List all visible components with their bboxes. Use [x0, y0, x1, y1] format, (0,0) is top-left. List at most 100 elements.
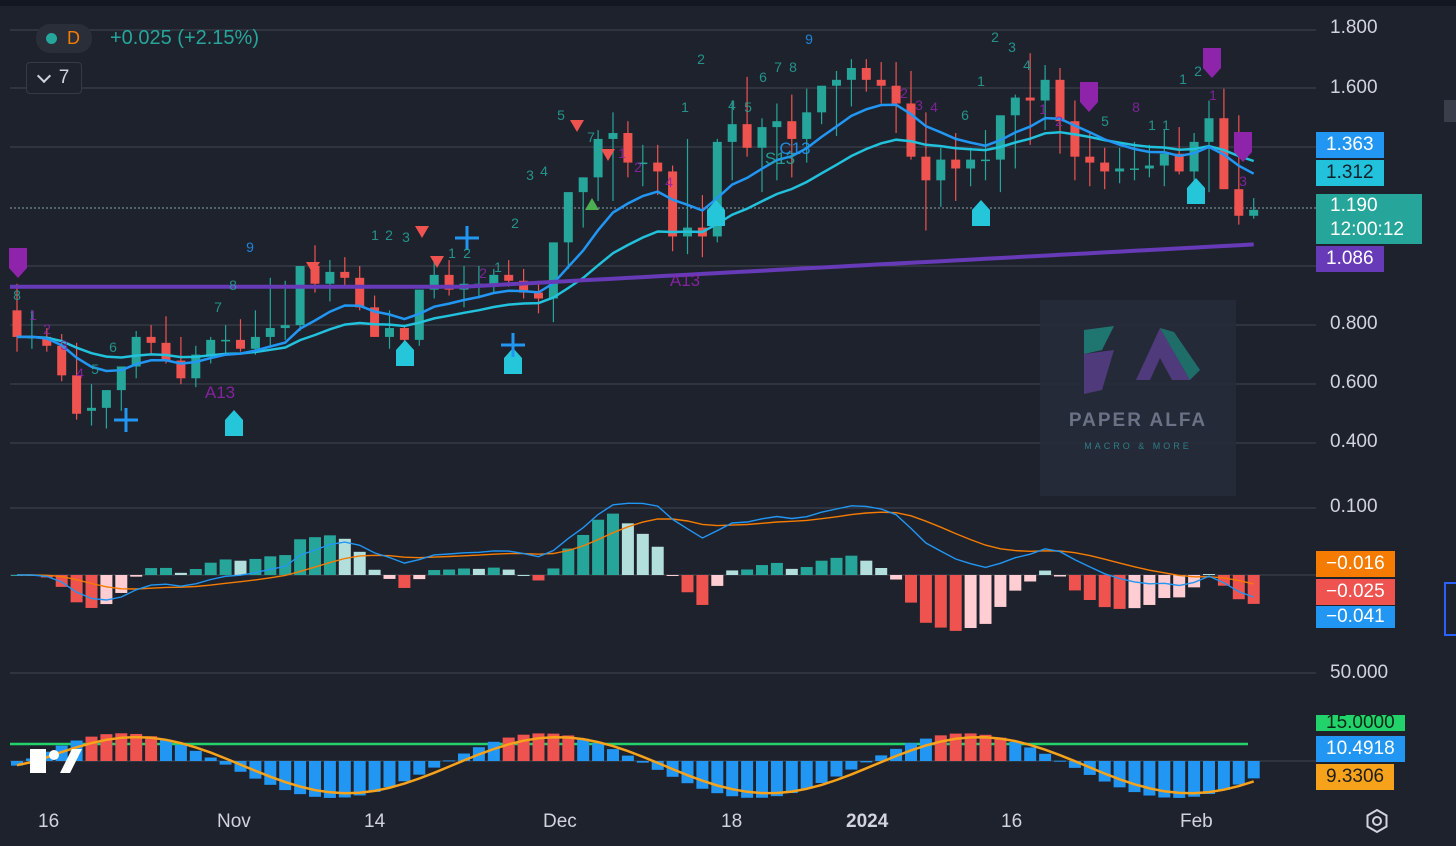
- td-count-label: 9: [246, 239, 254, 255]
- td-count-label: 3: [402, 229, 410, 245]
- ema-slow-tag: 1.312: [1316, 160, 1384, 186]
- osc-bar: [487, 741, 500, 761]
- osc-bar: [1173, 761, 1186, 798]
- macd-bar: [174, 572, 187, 575]
- macd-bar: [338, 538, 351, 575]
- indicators-toggle-button[interactable]: 7: [26, 62, 82, 94]
- osc-bar: [964, 733, 977, 761]
- price-tick: 0.800: [1330, 313, 1378, 334]
- td-count-label: 4: [728, 97, 736, 113]
- buy-arrow-icon: [504, 348, 522, 374]
- buy-arrow-icon: [225, 410, 243, 436]
- time-tick: 18: [721, 811, 743, 832]
- td-count-label: 1: [29, 307, 37, 323]
- macd-bar: [1054, 575, 1066, 577]
- candle-body: [12, 310, 22, 337]
- pane-resize-handle[interactable]: [1444, 582, 1456, 636]
- macd-bar: [1128, 575, 1141, 609]
- candle-body: [1025, 97, 1035, 101]
- macd-bar: [1143, 575, 1156, 605]
- macd-bar: [398, 575, 411, 588]
- osc-bar: [353, 761, 366, 796]
- down-triangle-icon: [430, 256, 444, 268]
- candle-body: [57, 345, 67, 376]
- td-count-label: 5: [91, 361, 99, 377]
- td-count-label: 2: [479, 265, 487, 281]
- td-count-label: 8: [13, 287, 21, 303]
- settings-gear-icon[interactable]: [1364, 808, 1390, 834]
- macd-bar: [547, 568, 560, 575]
- osc-bar: [1203, 761, 1215, 795]
- macd-bar: [234, 560, 247, 575]
- candle-body: [489, 274, 499, 284]
- candle-body: [1159, 153, 1169, 166]
- osc-bar: [994, 737, 1007, 761]
- osc-bar: [174, 744, 187, 761]
- candle-body: [966, 159, 976, 169]
- macd-bar: [934, 575, 947, 628]
- candle-body: [146, 336, 156, 343]
- candle-body: [981, 159, 990, 162]
- td-count-label: 2: [511, 215, 519, 231]
- osc-bar: [696, 761, 709, 789]
- td-count-label: 8: [789, 59, 797, 75]
- macd-bar: [890, 575, 903, 580]
- osc-bar: [279, 761, 292, 791]
- candle-body: [802, 112, 812, 139]
- time-tick-year: 2024: [846, 811, 889, 832]
- osc-bar: [413, 761, 426, 775]
- candle-body: [1204, 118, 1214, 142]
- macd-bar: [964, 575, 977, 629]
- macd-bar: [160, 567, 172, 575]
- osc-bar: [651, 761, 664, 770]
- candle-body: [712, 141, 722, 237]
- td-count-label: 9: [805, 31, 813, 47]
- interval-label: D: [67, 27, 80, 48]
- cross-marker-icon: [501, 333, 525, 357]
- td-count-label: 7: [774, 59, 782, 75]
- osc-bar: [1009, 741, 1022, 761]
- macd-bar: [1188, 575, 1201, 588]
- td-count-label: 1: [1209, 87, 1217, 103]
- td-setup-label: S13: [765, 149, 795, 168]
- indicators-count: 7: [58, 67, 70, 88]
- candle-body: [906, 103, 916, 157]
- candle-body: [1115, 168, 1125, 172]
- macd-line: [17, 502, 1254, 601]
- macd-bar: [323, 535, 336, 575]
- td-count-label: 2: [697, 51, 705, 67]
- td-count-label: 2: [1055, 113, 1063, 129]
- td-count-label: 7: [587, 129, 595, 145]
- macd-bar: [70, 575, 83, 603]
- td-count-label: 1: [1179, 71, 1187, 87]
- osc-bar: [577, 738, 590, 761]
- macd-bar: [428, 570, 441, 575]
- candle-body: [176, 360, 186, 379]
- symbol-pill[interactable]: D: [36, 23, 92, 53]
- osc-bar: [398, 761, 411, 782]
- macd-bar: [130, 575, 143, 577]
- macd-bar: [1158, 575, 1171, 599]
- candle-body: [370, 307, 380, 337]
- osc-bar: [592, 743, 605, 761]
- market-status-dot: [46, 32, 57, 44]
- td-count-label: 7: [214, 299, 222, 315]
- time-tick: Nov: [217, 811, 251, 832]
- macd-bar: [1083, 575, 1096, 600]
- osc-bar: [1128, 761, 1141, 793]
- watermark-title: PAPER ALFA: [1068, 410, 1208, 431]
- osc-bar: [741, 761, 754, 798]
- macd-bar: [711, 575, 724, 586]
- td-count-label: 4: [540, 163, 548, 179]
- buy-arrow-icon: [1187, 178, 1205, 204]
- td-count-label: 3: [1239, 173, 1247, 189]
- scrollbar-thumb[interactable]: [1444, 100, 1456, 122]
- sell-flag-icon: [1203, 48, 1221, 78]
- candle-body: [265, 328, 275, 337]
- candle-body: [936, 159, 946, 181]
- candle-body: [1055, 79, 1065, 122]
- candle-body: [578, 177, 588, 193]
- osc-bar: [383, 761, 396, 788]
- ema-fast-line: [17, 103, 1255, 373]
